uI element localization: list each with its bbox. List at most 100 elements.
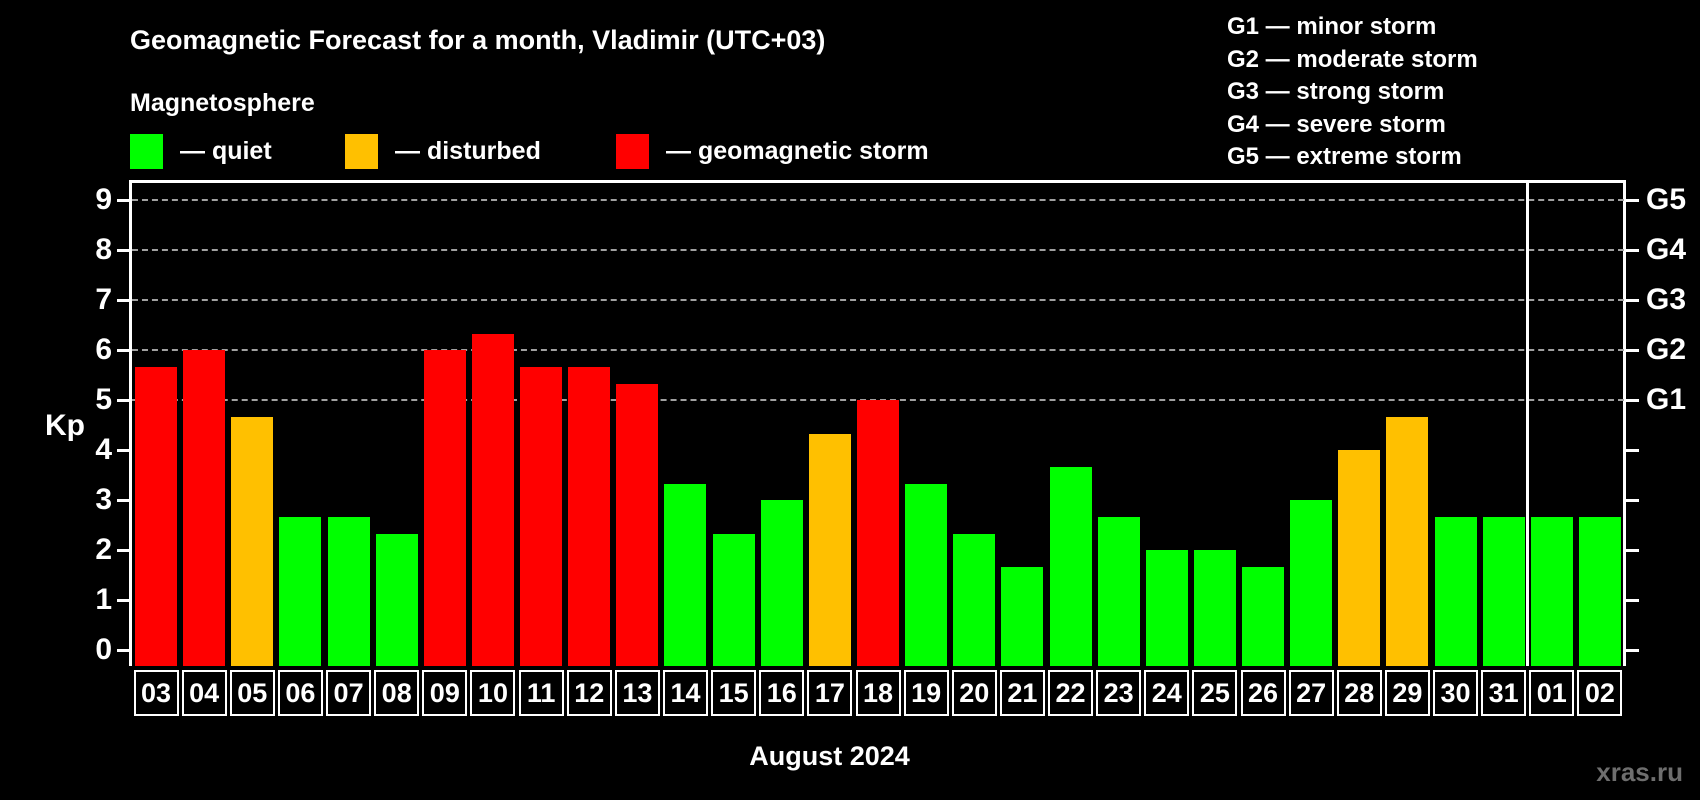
kp-bar-02 [1578, 516, 1621, 666]
gridline-kp6 [132, 349, 1624, 351]
chart-subtitle: Magnetosphere [130, 89, 315, 117]
y-tick-left-3 [117, 498, 130, 502]
storm-scale-item-g4: G4 — severe storm [1227, 110, 1446, 138]
x-axis-caption: August 2024 [749, 741, 910, 771]
day-label-15: 15 [711, 670, 757, 716]
kp-bar-31 [1482, 516, 1525, 666]
day-label-06: 06 [277, 670, 323, 716]
y-tick-label-2: 2 [95, 533, 112, 566]
y-tick-left-8 [117, 248, 130, 252]
day-label-09: 09 [422, 670, 468, 716]
day-label-26: 26 [1240, 670, 1286, 716]
kp-bar-30 [1434, 516, 1477, 666]
legend-item-disturbed: — disturbed [345, 134, 541, 169]
y-tick-right-7 [1626, 298, 1639, 302]
day-label-04: 04 [181, 670, 227, 716]
storm-scale-item-g1: G1 — minor storm [1227, 13, 1437, 40]
storm-scale-item-g2: G2 — moderate storm [1227, 45, 1478, 73]
g-level-label-g2: G2 [1646, 333, 1687, 366]
day-label-25: 25 [1192, 670, 1238, 716]
g-level-label-g1: G1 [1646, 383, 1687, 416]
kp-bar-10 [471, 333, 514, 666]
y-tick-label-3: 3 [95, 483, 112, 516]
day-label-10: 10 [470, 670, 516, 716]
gridline-kp8 [132, 249, 1624, 251]
gridline-kp9 [132, 199, 1624, 201]
day-label-16: 16 [759, 670, 805, 716]
day-label-08: 08 [374, 670, 420, 716]
y-tick-label-4: 4 [95, 433, 112, 466]
kp-bar-08 [375, 533, 418, 666]
kp-bar-14 [664, 483, 707, 666]
y-tick-left-1 [117, 598, 130, 602]
y-tick-left-6 [117, 348, 130, 352]
watermark: xras.ru [1596, 757, 1683, 787]
day-label-29: 29 [1384, 670, 1430, 716]
y-tick-left-4 [117, 448, 130, 452]
y-tick-right-1 [1626, 598, 1639, 602]
y-axis-label: Kp [45, 409, 85, 442]
kp-bar-15 [712, 533, 755, 666]
day-label-18: 18 [855, 670, 901, 716]
day-label-20: 20 [951, 670, 997, 716]
day-label-14: 14 [662, 670, 708, 716]
g-level-label-g4: G4 [1646, 233, 1687, 266]
legend-item-storm: — geomagnetic storm [616, 134, 929, 169]
g-level-label-g3: G3 [1646, 283, 1687, 316]
y-tick-right-8 [1626, 248, 1639, 252]
kp-bar-28 [1338, 450, 1381, 666]
day-label-02: 02 [1577, 670, 1623, 716]
day-label-11: 11 [518, 670, 564, 716]
y-tick-right-3 [1626, 498, 1639, 502]
y-tick-right-9 [1626, 198, 1639, 202]
day-label-24: 24 [1144, 670, 1190, 716]
kp-bar-25 [1193, 550, 1236, 666]
day-label-05: 05 [229, 670, 275, 716]
day-label-21: 21 [999, 670, 1045, 716]
y-tick-left-0 [117, 648, 130, 652]
kp-bar-22 [1049, 466, 1092, 666]
kp-bar-29 [1386, 416, 1429, 666]
gridline-kp7 [132, 299, 1624, 301]
day-label-13: 13 [614, 670, 660, 716]
plot-area [129, 180, 1626, 666]
day-label-27: 27 [1288, 670, 1334, 716]
kp-bar-27 [1290, 500, 1333, 666]
day-label-03: 03 [133, 670, 179, 716]
kp-bar-06 [279, 516, 322, 666]
kp-bar-05 [231, 416, 274, 666]
day-label-30: 30 [1433, 670, 1479, 716]
legend-item-quiet: — quiet [130, 134, 272, 169]
kp-bar-21 [1001, 566, 1044, 666]
kp-bar-03 [135, 366, 178, 666]
day-label-01: 01 [1529, 670, 1575, 716]
kp-bar-13 [616, 383, 659, 666]
y-tick-left-7 [117, 298, 130, 302]
y-tick-left-5 [117, 398, 130, 402]
day-label-19: 19 [903, 670, 949, 716]
storm-scale-item-g3: G3 — strong storm [1227, 78, 1445, 105]
y-tick-right-0 [1626, 648, 1639, 652]
y-tick-label-9: 9 [95, 183, 112, 216]
y-tick-label-6: 6 [95, 333, 112, 366]
y-tick-label-1: 1 [95, 583, 112, 616]
y-tick-right-5 [1626, 398, 1639, 402]
page-title: Geomagnetic Forecast for a month, Vladim… [130, 25, 826, 55]
kp-bar-23 [1097, 516, 1140, 666]
legend-label-storm: — geomagnetic storm [666, 137, 929, 165]
storm-scale-item-g5: G5 — extreme storm [1227, 143, 1462, 170]
y-tick-left-2 [117, 548, 130, 552]
y-tick-right-6 [1626, 348, 1639, 352]
kp-bar-19 [905, 483, 948, 666]
day-label-22: 22 [1048, 670, 1094, 716]
legend-swatch-disturbed [345, 134, 378, 169]
y-tick-right-4 [1626, 448, 1639, 452]
day-label-07: 07 [326, 670, 372, 716]
storm-scale-legend: G1 — minor storm G2 — moderate storm G3 — … [1227, 11, 1478, 174]
legend-swatch-quiet [130, 134, 163, 169]
kp-bar-12 [568, 366, 611, 666]
kp-bar-04 [183, 350, 226, 666]
day-label-31: 31 [1481, 670, 1527, 716]
kp-bar-20 [953, 533, 996, 666]
